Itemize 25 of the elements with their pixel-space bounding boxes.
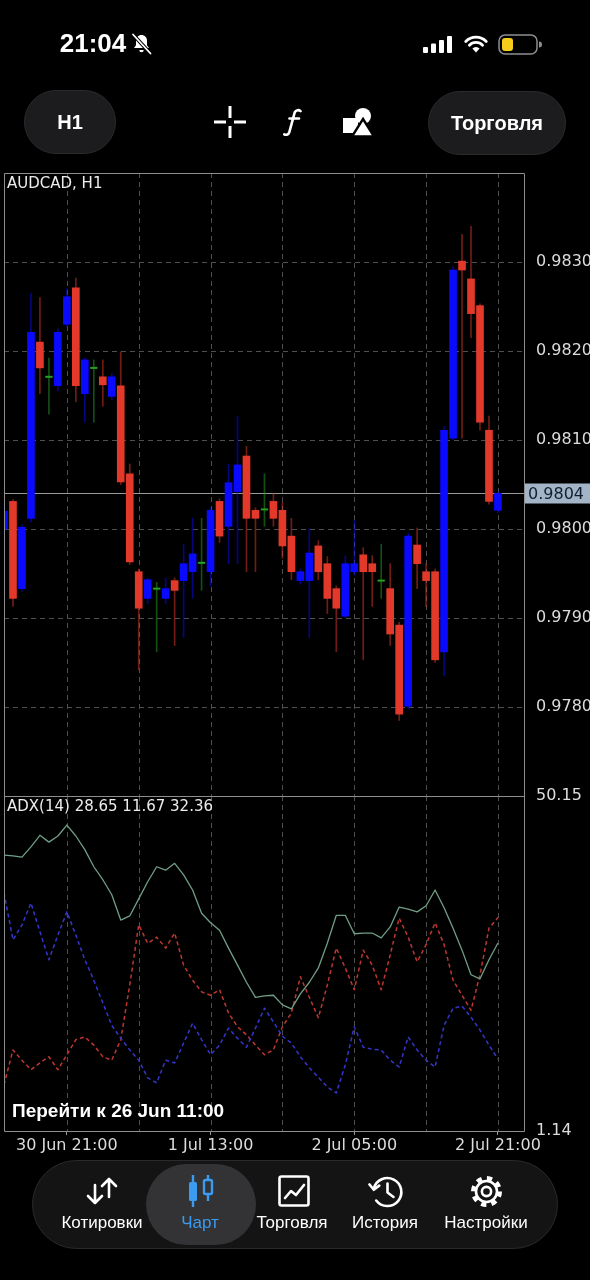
text: Торговля — [256, 1213, 328, 1233]
chart-title: ADX(14) 28.65 11.67 32.36 — [7, 797, 214, 816]
text: 21:04 — [59, 28, 127, 59]
y-tick-label: 0.9790 — [536, 607, 590, 627]
y-tick-label: 0.9820 — [536, 340, 590, 360]
candlestick — [98, 359, 107, 407]
x-tick-label: 2 Jul 05:00 — [311, 1134, 398, 1154]
ref-line-label: 0.9804 — [528, 483, 584, 503]
text: Торговля — [450, 111, 544, 135]
text: Настройки — [444, 1213, 528, 1233]
text: История — [352, 1213, 418, 1233]
y-tick-label: 0.9780 — [536, 696, 590, 716]
y-tick-label: 0.9810 — [536, 429, 590, 449]
y-tick-label: 0.9830 — [536, 251, 590, 271]
text: H1 — [57, 110, 83, 134]
x-tick-label: 2 Jul 21:00 — [455, 1134, 541, 1154]
y-tick-label: 50.15 — [536, 785, 582, 805]
x-tick-label: 30 Jun 21:00 — [16, 1134, 118, 1154]
x-tick-label: 1 Jul 13:00 — [167, 1134, 254, 1154]
annotation: Перейти к 26 Jun 11:00 — [12, 1100, 225, 1122]
y-tick-label: 0.9800 — [536, 518, 590, 538]
text: Чарт — [181, 1213, 219, 1233]
candlestick — [458, 234, 466, 439]
chart-title: AUDCAD, H1 — [7, 174, 103, 193]
text: Котировки — [61, 1213, 143, 1233]
